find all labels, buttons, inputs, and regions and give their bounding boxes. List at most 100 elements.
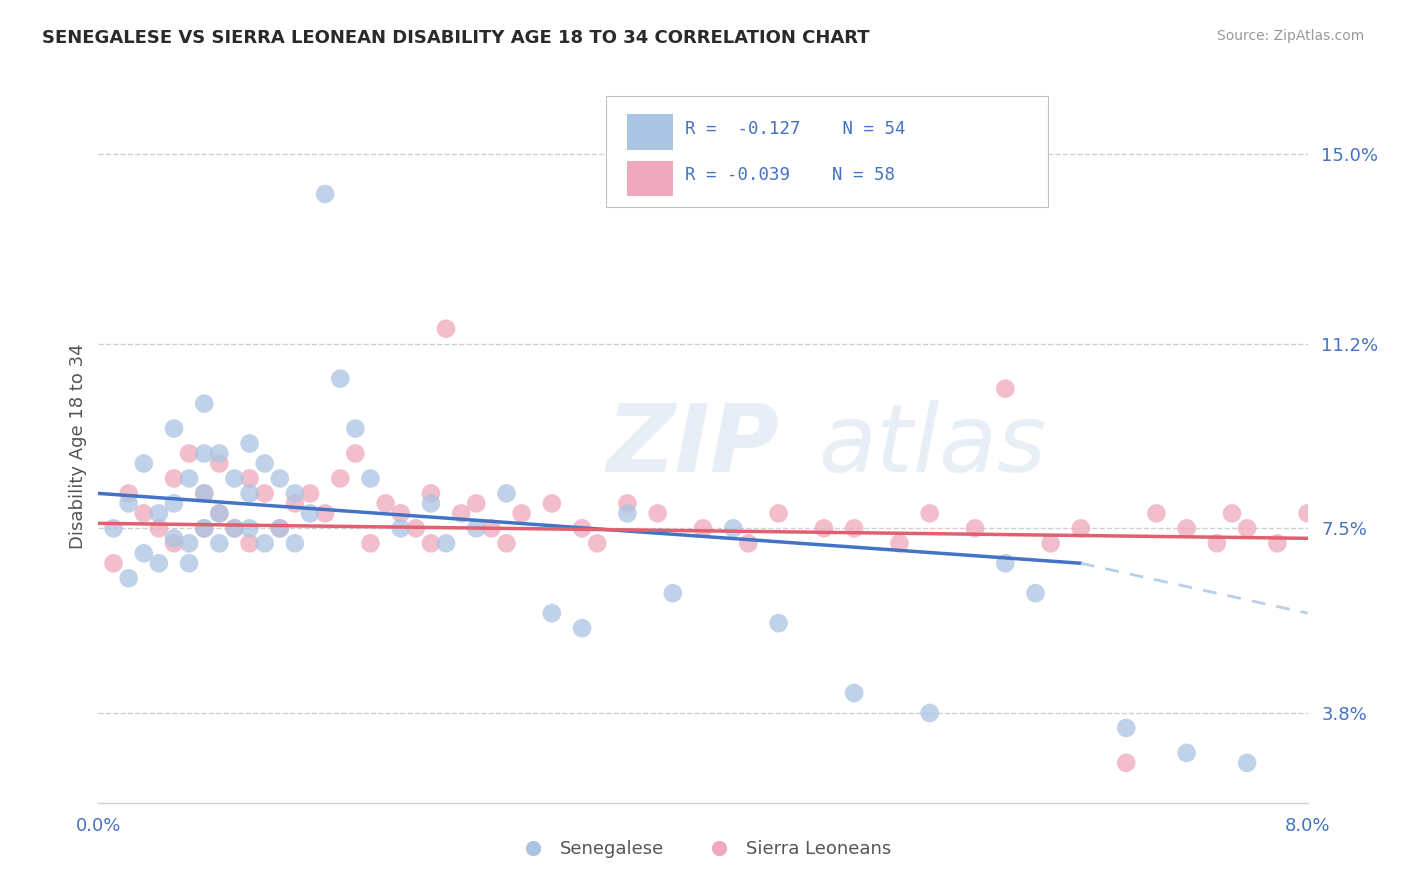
Point (132, 457, 155, 471)
Point (224, 521, 246, 535)
Point (540, 496, 562, 510)
Point (132, 507, 155, 521)
Point (813, 521, 835, 535)
Point (239, 521, 262, 535)
Y-axis label: Disability Age 18 to 34: Disability Age 18 to 34 (69, 343, 87, 549)
Point (314, 186, 336, 201)
Point (329, 471, 352, 485)
Point (616, 507, 638, 521)
Point (284, 486, 307, 500)
Point (208, 446, 231, 460)
Point (389, 507, 412, 521)
Point (118, 486, 141, 500)
Point (965, 521, 987, 535)
Point (193, 396, 215, 410)
Point (208, 507, 231, 521)
Point (193, 486, 215, 500)
Point (360, 471, 382, 485)
Point (647, 507, 669, 521)
Point (239, 486, 262, 500)
Point (420, 486, 443, 500)
Point (723, 521, 745, 535)
Point (1206, 536, 1229, 550)
Point (1175, 746, 1198, 760)
Point (768, 507, 790, 521)
Point (768, 616, 790, 631)
Point (1039, 536, 1062, 550)
Point (434, 322, 457, 336)
Text: atlas: atlas (818, 401, 1046, 491)
Point (1327, 756, 1350, 770)
Bar (627, 161, 673, 196)
Point (239, 536, 262, 550)
Point (193, 521, 215, 535)
Point (344, 446, 367, 460)
Point (253, 457, 276, 471)
Point (329, 371, 352, 385)
Point (118, 571, 141, 585)
Point (239, 436, 262, 450)
Point (148, 507, 170, 521)
Point (118, 496, 141, 510)
Point (314, 507, 336, 521)
Point (208, 507, 231, 521)
Point (284, 536, 307, 550)
Point (1115, 721, 1137, 735)
Point (465, 496, 488, 510)
Text: Source: ZipAtlas.com: Source: ZipAtlas.com (1216, 29, 1364, 43)
Point (103, 556, 125, 570)
Point (239, 471, 262, 485)
Point (1236, 756, 1258, 770)
Point (495, 536, 517, 550)
Point (1115, 756, 1137, 770)
Point (163, 531, 186, 545)
Point (163, 536, 186, 550)
Point (148, 556, 170, 570)
Point (1236, 521, 1258, 535)
Point (571, 621, 593, 635)
Point (193, 521, 215, 535)
Point (844, 521, 866, 535)
Point (179, 446, 201, 460)
Point (994, 382, 1017, 396)
Point (844, 686, 866, 700)
Point (481, 521, 503, 535)
Point (208, 536, 231, 550)
Point (163, 421, 186, 435)
Point (163, 496, 186, 510)
Point (284, 496, 307, 510)
Point (918, 507, 941, 521)
Point (434, 536, 457, 550)
Point (179, 556, 201, 570)
Point (193, 446, 215, 460)
Point (179, 471, 201, 485)
Point (918, 706, 941, 720)
Point (103, 521, 125, 535)
Point (450, 507, 472, 521)
Point (299, 486, 322, 500)
Point (1267, 536, 1289, 550)
Point (179, 536, 201, 550)
Point (1070, 521, 1092, 535)
Point (163, 471, 186, 485)
Text: R = -0.039    N = 58: R = -0.039 N = 58 (685, 166, 894, 185)
Point (1220, 507, 1243, 521)
Point (148, 521, 170, 535)
Point (616, 496, 638, 510)
Point (994, 556, 1017, 570)
Point (389, 521, 412, 535)
Point (465, 521, 488, 535)
Bar (627, 114, 673, 150)
Point (420, 536, 443, 550)
Point (253, 486, 276, 500)
Legend: Senegalese, Sierra Leoneans: Senegalese, Sierra Leoneans (508, 833, 898, 865)
Point (299, 507, 322, 521)
Point (737, 536, 759, 550)
Text: ZIP: ZIP (606, 400, 779, 492)
Point (224, 471, 246, 485)
Point (374, 496, 396, 510)
Point (269, 521, 291, 535)
Point (510, 507, 533, 521)
Point (586, 536, 609, 550)
Point (540, 606, 562, 620)
